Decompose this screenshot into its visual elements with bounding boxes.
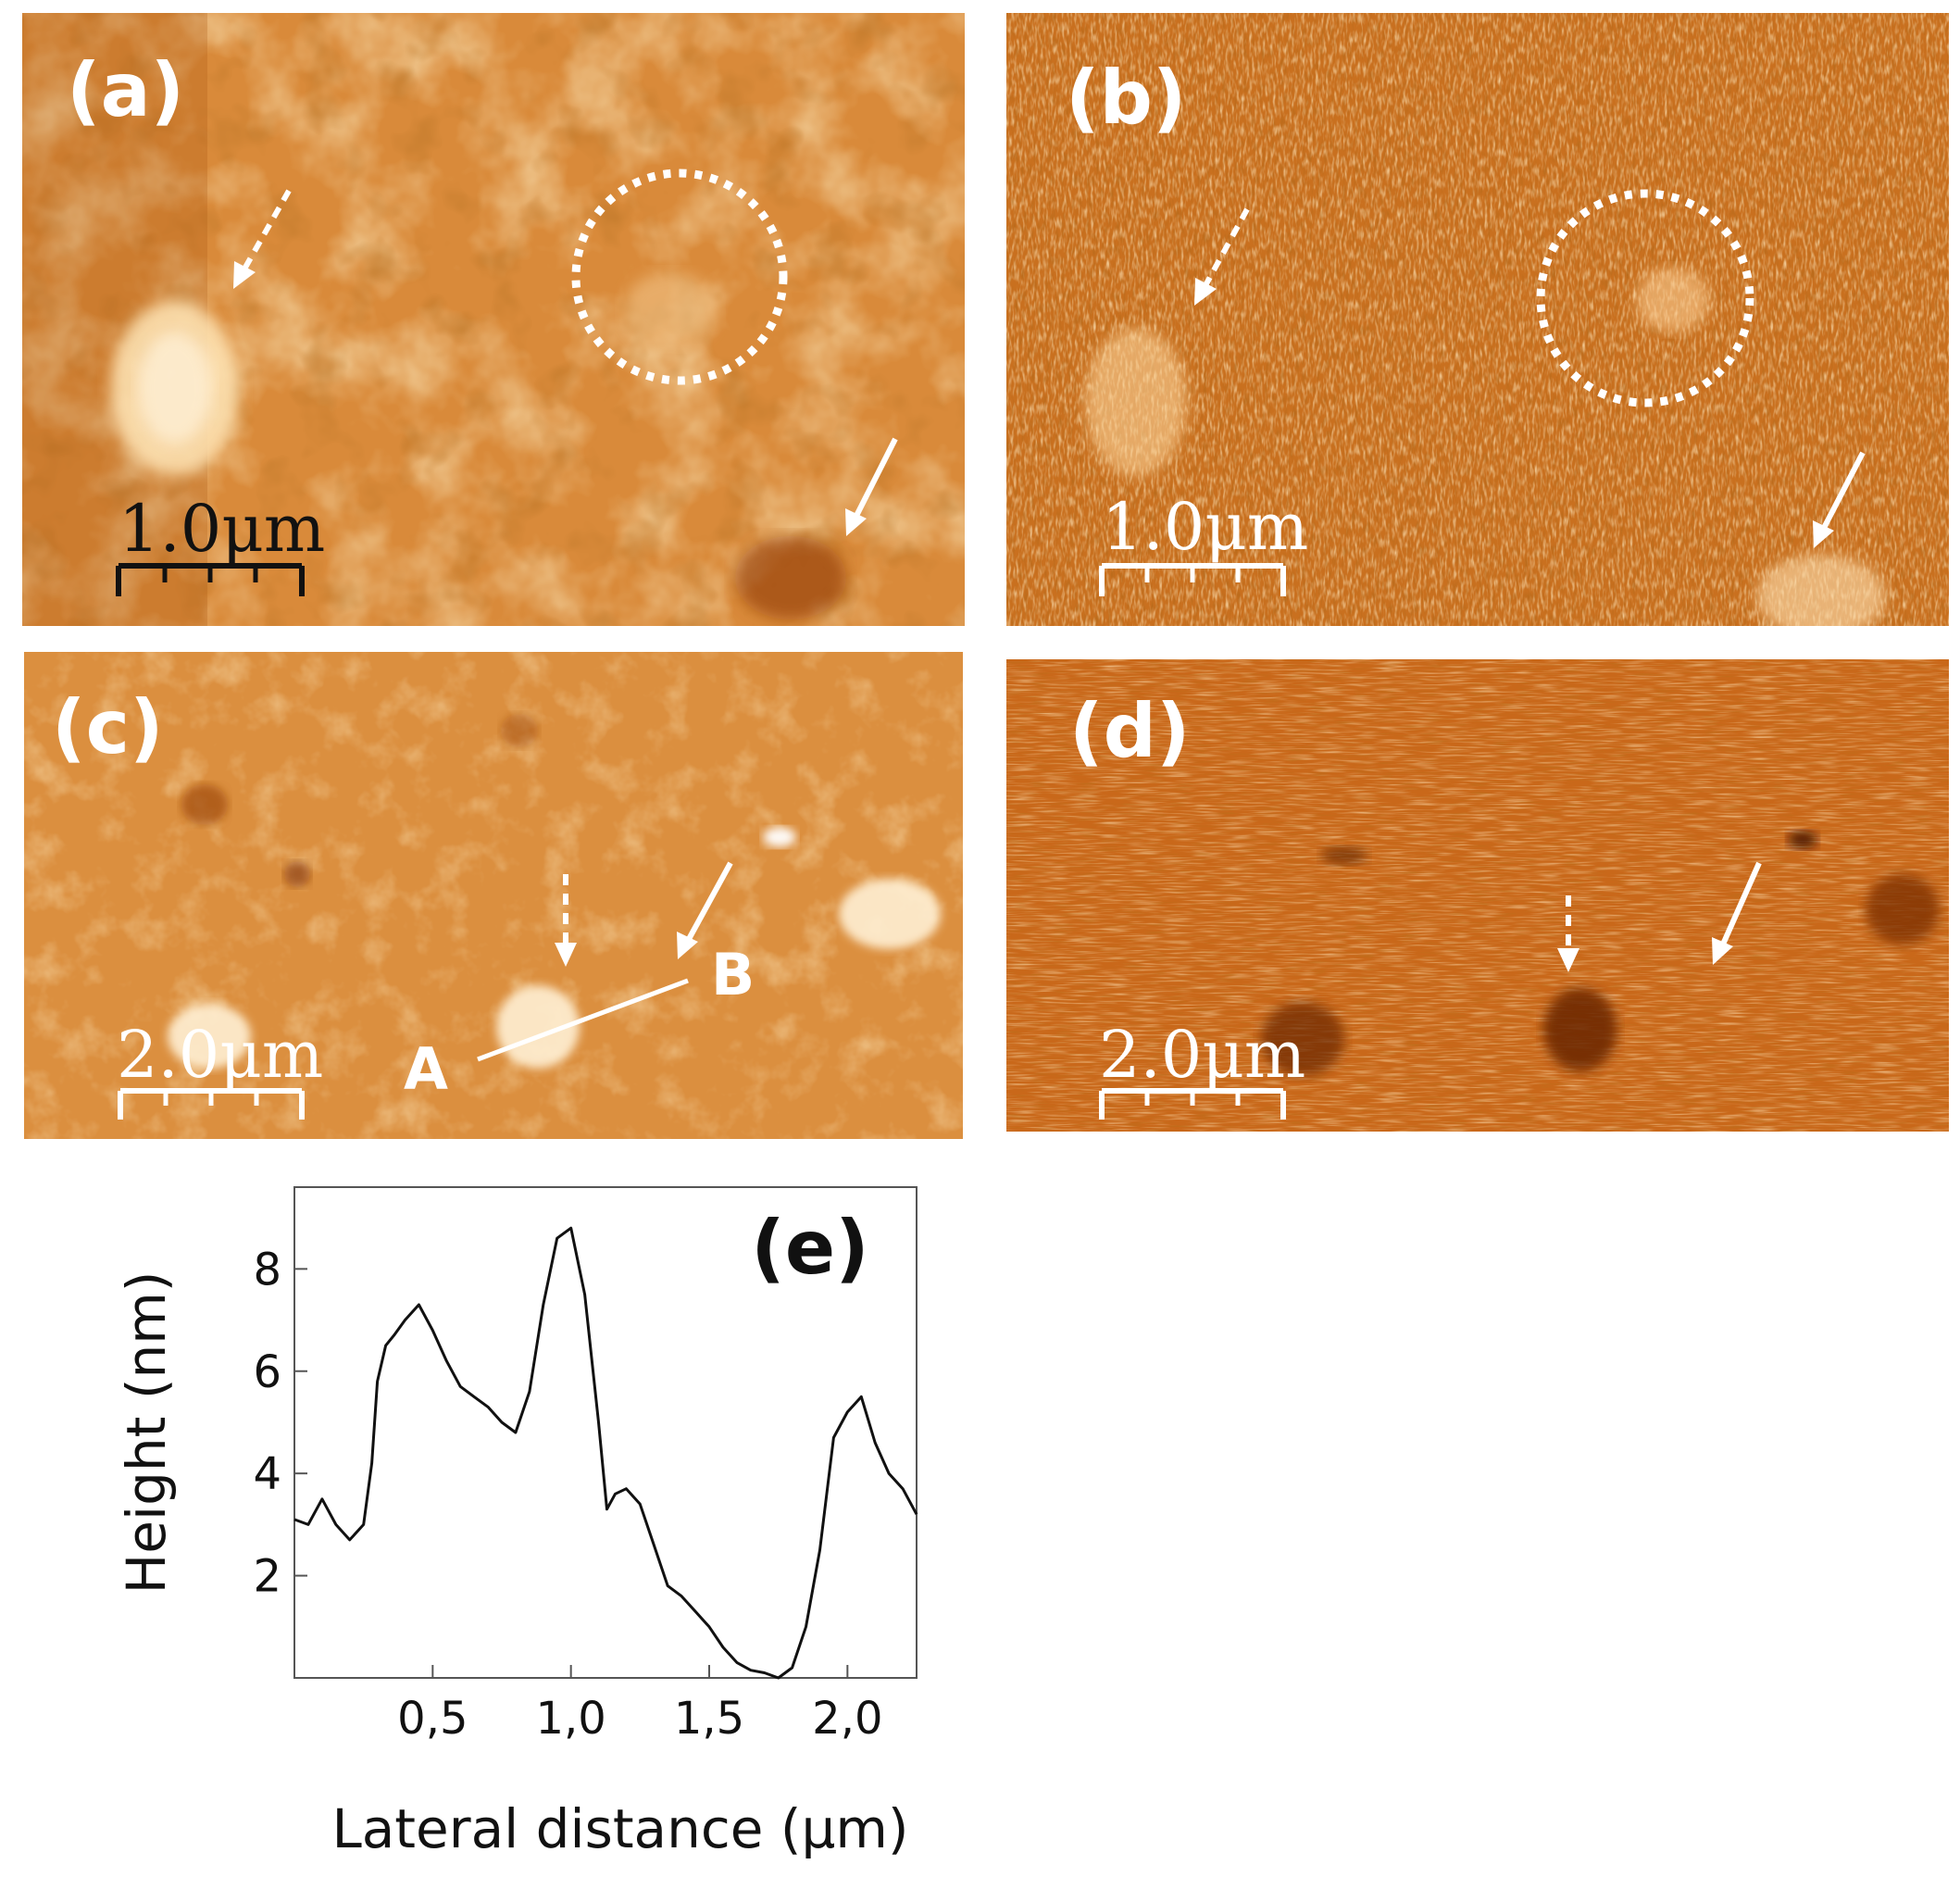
scale-bar-label-b: 1.0μm [1102, 489, 1309, 565]
solid-arrow-marker [1712, 861, 1762, 965]
x-axis-label: Lateral distance (μm) [331, 1797, 908, 1860]
annotations-a [116, 169, 898, 596]
y-axis-label: Height (nm) [115, 1271, 178, 1595]
dashed-arrow-marker [1557, 895, 1579, 972]
annotations-c [118, 861, 733, 1120]
y-tick-label: 8 [253, 1244, 281, 1295]
afm-image-b [1006, 13, 1949, 626]
panel-label-b: (b) [1066, 55, 1187, 141]
scale-bar-a [116, 563, 305, 596]
afm-panel-b: (b) 1.0μm [1006, 13, 1949, 626]
dotted-circle-marker [1536, 189, 1754, 407]
chart-panel-label: (e) [751, 1205, 868, 1291]
profile-point-a: A [404, 1035, 448, 1103]
y-tick-label: 4 [253, 1448, 281, 1500]
afm-image-d [1006, 659, 1949, 1132]
annotations-d [1099, 861, 1762, 1120]
height-profile-line [293, 1226, 918, 1680]
solid-arrow-marker [677, 861, 733, 959]
scale-bar-c [118, 1088, 305, 1120]
height-profile-chart: 2 4 6 8 0,5 1,0 1,5 2,0 (e) Lateral distance (… [115, 1186, 918, 1860]
dashed-arrow-marker [555, 874, 577, 967]
afm-panel-d: (d) 2.0μm [1006, 659, 1949, 1132]
afm-panel-c: (c) 2.0μm A B [24, 652, 963, 1139]
afm-image-a [22, 13, 965, 626]
annotations-b [1099, 189, 1866, 596]
dashed-arrow-marker [233, 189, 292, 289]
solid-arrow-marker [1813, 451, 1866, 548]
y-tick-label: 6 [253, 1346, 281, 1398]
scale-bar-d [1099, 1088, 1286, 1120]
scale-bar-label-c: 2.0μm [117, 1017, 324, 1093]
panel-label-a: (a) [67, 47, 185, 133]
afm-image-c [24, 652, 963, 1139]
x-tick-label: 2,0 [812, 1693, 882, 1745]
scale-bar-b [1099, 563, 1286, 596]
panel-label-d: (d) [1069, 688, 1191, 774]
x-axis-ticks: 0,5 1,0 1,5 2,0 [397, 1665, 883, 1745]
profile-point-b: B [711, 941, 755, 1008]
y-tick-label: 2 [253, 1551, 281, 1603]
dotted-circle-marker [571, 169, 788, 385]
profile-line-ab [477, 978, 689, 1062]
x-tick-label: 1,5 [674, 1693, 744, 1745]
dashed-arrow-marker [1194, 207, 1250, 306]
x-tick-label: 0,5 [397, 1693, 468, 1745]
x-tick-label: 1,0 [535, 1693, 605, 1745]
y-axis-ticks: 2 4 6 8 [253, 1244, 307, 1603]
scale-bar-label-d: 2.0μm [1099, 1017, 1306, 1093]
panel-label-c: (c) [52, 684, 164, 770]
scale-bar-label-a: 1.0μm [119, 491, 326, 567]
afm-panel-a: (a) 1.0μm [22, 13, 965, 626]
solid-arrow-marker [845, 437, 898, 536]
